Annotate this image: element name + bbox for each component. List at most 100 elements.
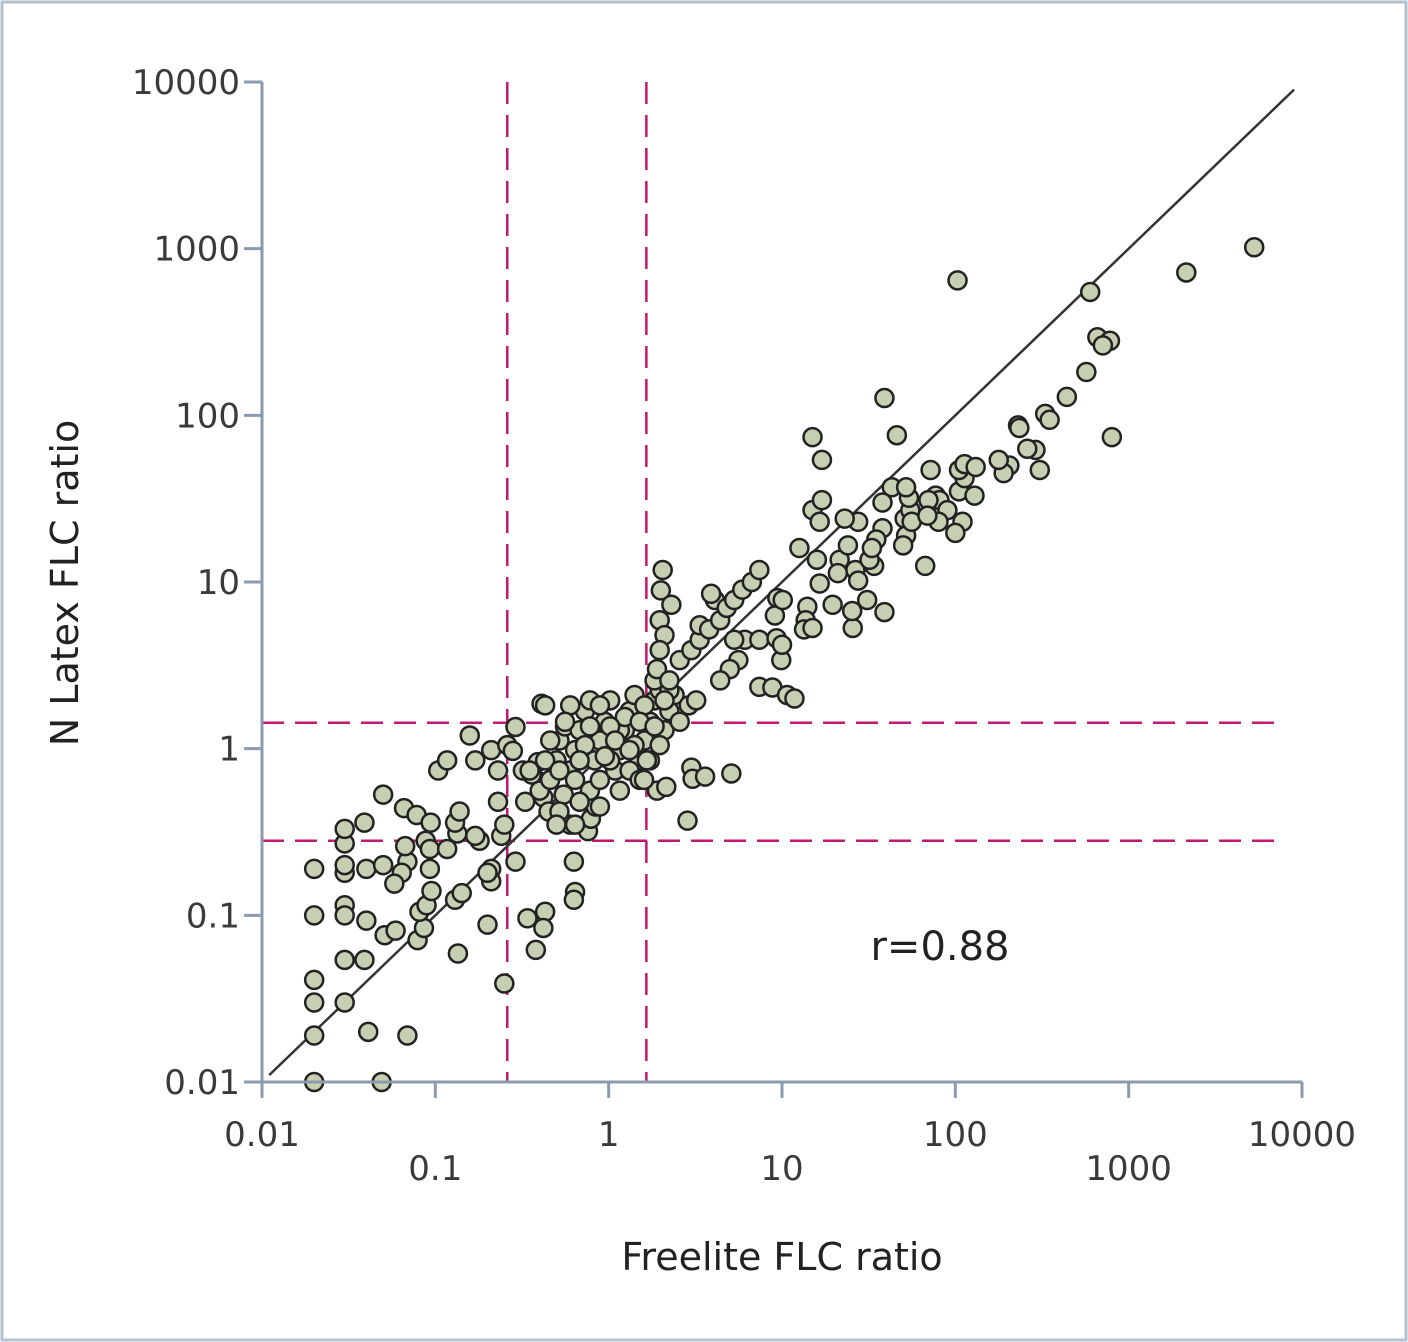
data-point [421, 880, 442, 902]
data-point [669, 711, 690, 733]
data-point [694, 766, 716, 787]
identity-reference-line [268, 88, 1295, 1077]
x-tick-label: 0.01 [224, 1115, 300, 1155]
data-point [1009, 417, 1030, 439]
data-point [449, 801, 470, 822]
data-point [356, 910, 377, 931]
data-point [465, 825, 486, 847]
data-point [920, 459, 941, 481]
data-point [917, 505, 938, 526]
data-point [554, 711, 576, 733]
data-point [384, 873, 405, 894]
data-point [749, 629, 770, 651]
data-point [1056, 386, 1078, 408]
data-point [856, 589, 878, 611]
data-point [354, 812, 375, 833]
data-point [802, 617, 823, 639]
data-point [372, 854, 394, 876]
data-point [723, 629, 745, 651]
data-point [477, 914, 498, 935]
data-point [872, 492, 893, 513]
data-point [892, 535, 914, 556]
data-point [650, 580, 672, 601]
data-point [654, 690, 675, 711]
data-point [709, 670, 731, 691]
data-point [945, 522, 966, 544]
data-point [354, 949, 375, 971]
data-point [372, 784, 394, 805]
data-point [837, 535, 859, 556]
x-tick-label: 1000 [1085, 1149, 1172, 1189]
data-point [525, 939, 547, 961]
data-point [394, 835, 416, 857]
x-tick-label: 1 [598, 1115, 620, 1155]
correlation-annotation: r=0.88 [870, 924, 1009, 970]
y-tick-label: 100 [175, 396, 240, 436]
data-point [809, 511, 830, 532]
data-point [494, 814, 515, 835]
data-point [303, 969, 325, 991]
data-point [589, 796, 611, 817]
data-point [303, 858, 325, 880]
data-point [563, 851, 585, 872]
data-point [749, 559, 770, 581]
data-point [661, 594, 682, 616]
data-point [895, 477, 917, 498]
data-point [811, 489, 833, 511]
data-point [847, 570, 869, 591]
data-point [505, 851, 526, 872]
data-point [519, 760, 540, 781]
y-tick-label: 10000 [132, 63, 240, 103]
y-axis-title: N Latex FLC ratio [43, 420, 87, 746]
data-point [436, 838, 458, 860]
data-point [436, 750, 458, 771]
data-point [874, 387, 895, 409]
data-point [609, 780, 631, 801]
data-point [811, 449, 833, 471]
data-point [1101, 426, 1123, 448]
data-point [385, 920, 406, 941]
data-point [334, 905, 355, 926]
data-point [1039, 409, 1060, 431]
data-point [397, 1025, 418, 1046]
data-point [459, 725, 481, 746]
data-point [589, 769, 611, 791]
axes: 0.01 0.1 1 10 100 1000 10000 0.01 0.1 1 10 100 1000 1… [132, 63, 1356, 1189]
data-point [1076, 361, 1097, 383]
data-point [604, 730, 626, 751]
data-point [644, 716, 665, 737]
data-point [569, 791, 590, 813]
data-point [477, 862, 498, 884]
data-point [634, 695, 655, 716]
data-point [487, 760, 509, 781]
data-point [534, 695, 556, 716]
data-point [534, 750, 556, 771]
data-point [533, 917, 554, 939]
data-point [563, 889, 585, 911]
data-point [465, 750, 486, 771]
data-point [646, 658, 668, 680]
x-tick-label: 0.1 [408, 1149, 462, 1189]
data-point [502, 740, 524, 762]
data-point [539, 730, 561, 751]
data-point [1029, 459, 1051, 481]
data-point [886, 424, 908, 446]
data-point [947, 270, 968, 291]
data-point [721, 763, 742, 784]
data-point [451, 882, 472, 904]
data-point [549, 760, 570, 781]
data-point [1243, 236, 1265, 258]
data-point [633, 769, 655, 791]
data-point [619, 739, 640, 761]
data-point [772, 589, 793, 611]
data-point [494, 973, 515, 994]
data-point [303, 905, 325, 926]
y-tick-label: 0.1 [186, 896, 240, 936]
data-point [964, 485, 985, 506]
data-point [334, 818, 355, 840]
data-point [589, 695, 611, 716]
x-tick-label: 10000 [1248, 1115, 1356, 1155]
data-point [841, 600, 863, 622]
